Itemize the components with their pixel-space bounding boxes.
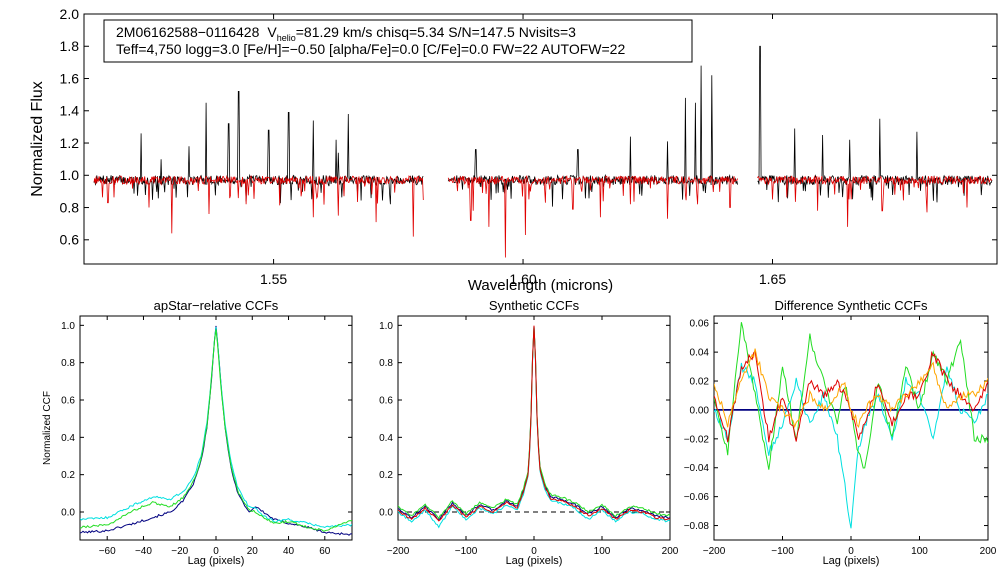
chart-title: Difference Synthetic CCFs bbox=[775, 298, 928, 313]
ccf-series-1-1 bbox=[80, 327, 352, 529]
y-tick-label: 0.0 bbox=[379, 508, 393, 519]
y-tick-label: 1.0 bbox=[60, 167, 80, 183]
ccf-series-1-2 bbox=[80, 329, 352, 532]
x-axis-label: Wavelength (microns) bbox=[468, 277, 613, 294]
y-tick-label: 0.6 bbox=[60, 232, 80, 248]
y-tick-label: 0.2 bbox=[379, 470, 393, 481]
ccf-series-2-3 bbox=[398, 325, 670, 522]
chart-0-axes bbox=[83, 13, 998, 265]
y-tick-label: 0.06 bbox=[690, 319, 710, 330]
observed-spectrum-line bbox=[93, 45, 993, 207]
chart-1-axes bbox=[79, 315, 353, 541]
y-tick-label: 1.2 bbox=[60, 135, 80, 151]
x-tick-label: 200 bbox=[980, 546, 997, 557]
annotation-frame bbox=[103, 19, 693, 63]
y-tick-label: 0.6 bbox=[61, 396, 75, 407]
y-tick-label: 0.4 bbox=[379, 433, 393, 444]
x-tick-label: 0 bbox=[531, 546, 537, 557]
annotation-line-2: Teff=4,750 logg=3.0 [Fe/H]=−0.50 [alpha/… bbox=[116, 41, 625, 57]
model-spectrum-line bbox=[93, 174, 992, 258]
annotation-box: 2M06162588−0116428 Vhelio=81.29 km/s chis… bbox=[103, 19, 693, 63]
x-axis-label: Lag (pixels) bbox=[823, 555, 880, 567]
y-tick-label: 1.4 bbox=[60, 103, 80, 119]
x-tick-label: −60 bbox=[99, 546, 116, 557]
y-tick-label: 0.6 bbox=[379, 396, 393, 407]
x-tick-label: −40 bbox=[135, 546, 152, 557]
y-tick-label: 0.8 bbox=[379, 358, 393, 369]
y-tick-label: 1.6 bbox=[60, 70, 80, 86]
x-tick-label: 60 bbox=[319, 546, 331, 557]
x-tick-label: −20 bbox=[171, 546, 188, 557]
plot-frame bbox=[397, 315, 671, 541]
ccf-series-3-3 bbox=[714, 349, 988, 443]
y-axis-label: Normalized CCF bbox=[42, 391, 53, 465]
y-tick-label: −0.06 bbox=[684, 492, 710, 503]
x-tick-label: 100 bbox=[594, 546, 611, 557]
y-tick-label: 0.4 bbox=[61, 433, 75, 444]
annotation-line1-v: V bbox=[267, 24, 277, 40]
x-tick-label: −200 bbox=[387, 546, 410, 557]
chart-title: apStar−relative CCFs bbox=[154, 298, 279, 313]
x-tick-label: 40 bbox=[283, 546, 295, 557]
y-tick-label: 0.8 bbox=[61, 358, 75, 369]
ccf-series-3-1 bbox=[714, 362, 988, 529]
y-tick-label: 0.00 bbox=[690, 405, 710, 416]
y-axis-label: Normalized Flux bbox=[29, 81, 46, 197]
ccf-series-2-0 bbox=[398, 325, 670, 520]
annotation-line1-rest: =81.29 km/s chisq=5.34 S/N=147.5 Nvisits… bbox=[296, 24, 576, 40]
y-tick-label: 1.8 bbox=[60, 38, 80, 54]
x-tick-label: −100 bbox=[771, 546, 794, 557]
x-tick-label: −100 bbox=[455, 546, 478, 557]
ccf-series-2-1 bbox=[398, 326, 670, 529]
y-tick-label: −0.04 bbox=[684, 463, 710, 474]
chart-2-axes bbox=[397, 315, 671, 541]
x-tick-label: 100 bbox=[911, 546, 928, 557]
x-tick-label: 0 bbox=[848, 546, 854, 557]
ccf-series-3-4 bbox=[714, 348, 988, 429]
y-tick-label: 0.04 bbox=[690, 348, 710, 359]
plot-frame bbox=[83, 13, 998, 265]
x-tick-label: 1.55 bbox=[260, 271, 287, 287]
x-tick-label: 1.60 bbox=[509, 271, 536, 287]
y-tick-label: 0.02 bbox=[690, 377, 710, 388]
y-tick-label: 1.0 bbox=[61, 321, 75, 332]
plot-frame bbox=[79, 315, 353, 541]
y-tick-label: −0.08 bbox=[684, 521, 710, 532]
annotation-line1-v-sub: helio bbox=[277, 33, 296, 43]
ccf-series-2-2 bbox=[398, 326, 670, 520]
x-tick-label: 200 bbox=[662, 546, 679, 557]
y-tick-label: 1.0 bbox=[379, 321, 393, 332]
x-tick-label: 20 bbox=[247, 546, 259, 557]
ccf-series-1-0 bbox=[80, 325, 352, 536]
annotation-line1-id: 2M06162588−0116428 bbox=[116, 24, 260, 40]
y-tick-label: 0.8 bbox=[60, 199, 80, 215]
x-tick-label: 0 bbox=[213, 546, 219, 557]
annotation-line-1: 2M06162588−0116428 Vhelio=81.29 km/s chis… bbox=[116, 24, 576, 43]
x-tick-label: 1.65 bbox=[759, 271, 786, 287]
ccf-series-3-2 bbox=[714, 322, 988, 470]
y-tick-label: 2.0 bbox=[60, 6, 80, 22]
x-tick-label: −200 bbox=[703, 546, 726, 557]
y-tick-label: 0.0 bbox=[61, 508, 75, 519]
x-axis-label: Lag (pixels) bbox=[506, 555, 563, 567]
chart-title: Synthetic CCFs bbox=[489, 298, 580, 313]
y-tick-label: −0.02 bbox=[684, 434, 710, 445]
x-axis-label: Lag (pixels) bbox=[188, 555, 245, 567]
y-tick-label: 0.2 bbox=[61, 470, 75, 481]
